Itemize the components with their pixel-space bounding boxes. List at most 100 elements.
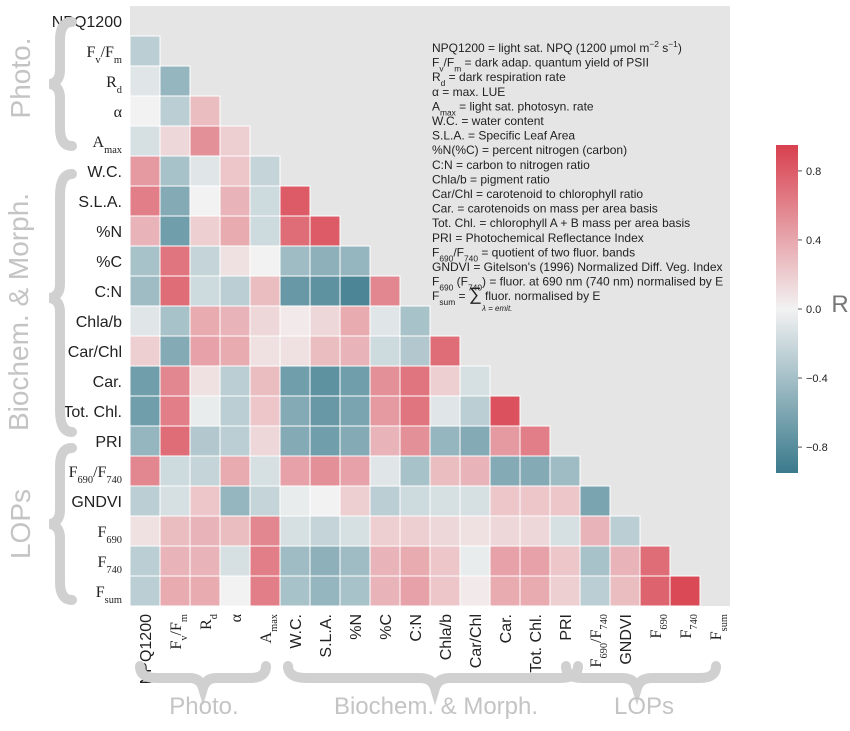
heatmap-cell-Fsum-Car. (489, 575, 521, 607)
row-label-1: Fv/Fm (86, 44, 122, 66)
heatmap-cell-Fsum-%C (369, 575, 401, 607)
group-label-photo-bottom: Photo. (169, 693, 238, 720)
heatmap-cell-Fsum-C:N (399, 575, 431, 607)
legend-line-17: Fsum = ∑ fluor. normalised by E (432, 284, 600, 307)
heatmap-cell-F740-Rd (189, 545, 221, 577)
heatmap-cell-Chla/b-%N (339, 305, 371, 337)
heatmap-cell-F690/F740-NPQ1200 (129, 455, 161, 487)
heatmap-cell-Tot. Chl.-NPQ1200 (129, 395, 161, 427)
colorbar-tick-label-0: 0.8 (806, 166, 821, 178)
heatmap-cell-C:N-α (219, 275, 251, 307)
heatmap-cell-Tot. Chl.-Fv/Fm (159, 395, 191, 427)
heatmap-cell-GNDVI-F690/F740 (579, 485, 611, 517)
legend-line-11: Car. = carotenoids on mass per area basi… (432, 202, 658, 216)
heatmap-cell-S.L.A.-Rd (189, 185, 221, 217)
heatmap-cell-%C-NPQ1200 (129, 245, 161, 277)
heatmap-cell-Chla/b-Fv/Fm (159, 305, 191, 337)
heatmap-cell-%C-W.C. (279, 245, 311, 277)
column-label-17: F690 (648, 614, 670, 639)
legend-line-13: PRI = Photochemical Reflectance Index (432, 231, 644, 245)
heatmap-cell-F740-W.C. (279, 545, 311, 577)
heatmap-cell-Car.-NPQ1200 (129, 365, 161, 397)
legend-sum-subscript: λ = emit. (481, 304, 512, 313)
heatmap-cell-PRI-Tot. Chl. (519, 425, 551, 457)
heatmap-cell-F740-Car/Chl (459, 545, 491, 577)
heatmap-cell-F690-Chla/b (429, 515, 461, 547)
heatmap-cell-Chla/b-C:N (399, 305, 431, 337)
legend-line-2: Rd = dark respiration rate (432, 70, 566, 88)
biochem-brace-left (48, 169, 77, 437)
heatmap-cell-C:N-%N (339, 275, 371, 307)
heatmap-cell-Tot. Chl.-S.L.A. (309, 395, 341, 427)
heatmap-cell-%N-NPQ1200 (129, 215, 161, 247)
heatmap-cell-Fsum-Chla/b (429, 575, 461, 607)
row-label-12: Car. (93, 374, 122, 391)
heatmap-cell-W.C.-Amax (249, 155, 281, 187)
heatmap-cell-Tot. Chl.-α (219, 395, 251, 427)
legend-line-10: Car/Chl = carotenoid to chlorophyll rati… (432, 187, 643, 201)
heatmap-cell-Fsum-NPQ1200 (129, 575, 161, 607)
heatmap-cell-F740-S.L.A. (309, 545, 341, 577)
colorbar-ticks: 0.8 0.4 0.0 −0.4 −0.8 (798, 166, 828, 454)
heatmap-cell-S.L.A.-α (219, 185, 251, 217)
heatmap-cell-%N-α (219, 215, 251, 247)
heatmap-cell-GNDVI-Fv/Fm (159, 485, 191, 517)
heatmap-cell-Fsum-F690/F740 (579, 575, 611, 607)
heatmap-cell-%N-Rd (189, 215, 221, 247)
heatmap-cell-F740-F690/F740 (579, 545, 611, 577)
row-label-16: GNDVI (71, 494, 122, 511)
group-label-biochem-left: Biochem. & Morph. (3, 193, 34, 431)
column-label-10: Chla/b (438, 614, 455, 660)
heatmap-cell-F740-Amax (249, 545, 281, 577)
legend-line-1: Fv/Fm = dark adap. quantum yield of PSII (432, 56, 649, 74)
heatmap-cell-α-NPQ1200 (129, 95, 161, 127)
heatmap-cell-GNDVI-Car/Chl (459, 485, 491, 517)
abbreviation-legend: NPQ1200 = light sat. NPQ (1200 μmol m−2 … (432, 39, 723, 313)
heatmap-cell-Car.-S.L.A. (309, 365, 341, 397)
heatmap-cell-F690/F740-Chla/b (429, 455, 461, 487)
heatmap-cell-Fsum-W.C. (279, 575, 311, 607)
heatmap-cell-PRI-α (219, 425, 251, 457)
column-label-9: C:N (408, 614, 425, 642)
heatmap-cell-F740-Chla/b (429, 545, 461, 577)
heatmap-cell-Tot. Chl.-Chla/b (429, 395, 461, 427)
heatmap-cell-GNDVI-W.C. (279, 485, 311, 517)
heatmap-cell-PRI-Car/Chl (459, 425, 491, 457)
heatmap-cell-S.L.A.-NPQ1200 (129, 185, 161, 217)
heatmap-cell-F690-F690/F740 (579, 515, 611, 547)
heatmap-cell-Tot. Chl.-Rd (189, 395, 221, 427)
column-label-11: Car/Chl (468, 614, 485, 668)
heatmap-cell-F690-GNDVI (609, 515, 641, 547)
legend-line-16: F690 (F740) = fluor. at 690 nm (740 nm) … (432, 275, 723, 293)
heatmap-cell-%N-S.L.A. (309, 215, 341, 247)
colorbar-tick-label-1: 0.4 (806, 235, 821, 247)
heatmap-cell-Amax-Fv/Fm (159, 125, 191, 157)
heatmap-cell-Car.-W.C. (279, 365, 311, 397)
heatmap-cell-F690/F740-Amax (249, 455, 281, 487)
heatmap-cell-C:N-Rd (189, 275, 221, 307)
colorbar-tick-label-3: −0.4 (806, 373, 828, 385)
heatmap-cell-F740-%C (369, 545, 401, 577)
heatmap-cell-F690-Car. (489, 515, 521, 547)
legend-line-15: GNDVI = Gitelson's (1996) Normalized Dif… (432, 260, 723, 274)
column-label-4: Amax (258, 613, 280, 643)
legend-line-5: W.C. = water content (432, 114, 544, 128)
heatmap-cell-Amax-Rd (189, 125, 221, 157)
heatmap-cell-F690-Tot. Chl. (519, 515, 551, 547)
colorbar: 0.8 0.4 0.0 −0.4 −0.8 R (776, 145, 849, 473)
legend-line-9: Chla/b = pigment ratio (432, 172, 550, 186)
row-label-7: %N (96, 224, 122, 241)
heatmap-cell-Rd-NPQ1200 (129, 65, 161, 97)
legend-line-0: NPQ1200 = light sat. NPQ (1200 μmol m−2 … (432, 39, 682, 55)
heatmap-cell-F690-%N (339, 515, 371, 547)
heatmap-cell-Fsum-α (219, 575, 251, 607)
heatmap-cell-Fsum-Car/Chl (459, 575, 491, 607)
photo-brace-bottom (135, 661, 271, 706)
group-label-photo-left: Photo. (5, 38, 36, 119)
heatmap-cell-Car.-α (219, 365, 251, 397)
heatmap-cell-%C-α (219, 245, 251, 277)
column-label-5: W.C. (288, 614, 305, 649)
heatmap-cell-F690/F740-Fv/Fm (159, 455, 191, 487)
